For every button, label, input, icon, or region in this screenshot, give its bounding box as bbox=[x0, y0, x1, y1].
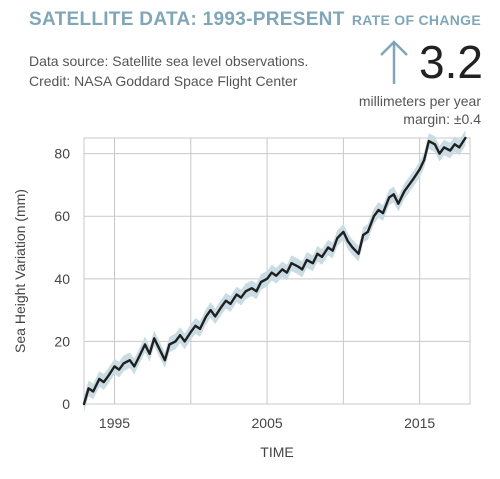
rate-unit: millimeters per year bbox=[358, 93, 481, 109]
rate-value: 3.2 bbox=[419, 36, 483, 88]
x-axis-label: TIME bbox=[260, 444, 293, 460]
credit-line: Credit: NASA Goddard Space Flight Center bbox=[29, 73, 298, 89]
y-tick-label: 0 bbox=[62, 396, 70, 412]
y-axis-label: Sea Height Variation (mm) bbox=[12, 189, 28, 353]
source-line: Data source: Satellite sea level observa… bbox=[29, 53, 309, 69]
chart-grid bbox=[83, 137, 471, 405]
y-tick-label: 40 bbox=[54, 271, 70, 287]
data-source-note: Data source: Satellite sea level observa… bbox=[29, 51, 308, 91]
chart-title: SATELLITE DATA: 1993-PRESENT bbox=[29, 9, 345, 30]
y-tick-label: 60 bbox=[54, 208, 70, 224]
rate-margin: margin: ±0.4 bbox=[403, 111, 481, 127]
uncertainty-band bbox=[84, 130, 466, 412]
y-tick-label: 80 bbox=[54, 146, 70, 162]
series-line bbox=[82, 136, 467, 406]
x-tick-label: 2015 bbox=[404, 415, 435, 431]
tick-labels: 0 20 40 60 80 1995 2005 2015 bbox=[54, 146, 435, 431]
x-tick-label: 1995 bbox=[99, 415, 130, 431]
x-tick-label: 2005 bbox=[252, 415, 283, 431]
rate-of-change-readout: 3.2 bbox=[377, 34, 483, 90]
y-tick-label: 20 bbox=[54, 333, 70, 349]
rate-of-change-label: RATE OF CHANGE bbox=[351, 12, 481, 28]
up-arrow-icon bbox=[380, 40, 408, 84]
